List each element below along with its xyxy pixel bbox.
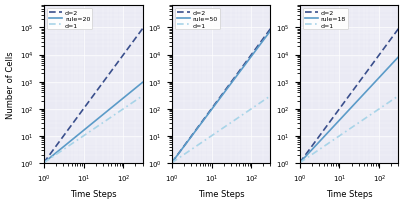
Line: d=1: d=1 [44, 96, 143, 163]
d=2 [268, 28, 273, 31]
X-axis label: Time Steps: Time Steps [326, 190, 372, 198]
rule=50 [213, 104, 218, 106]
rule=50 [246, 59, 251, 62]
rule=18 [365, 89, 370, 92]
d=2 [374, 58, 379, 60]
rule=20 [118, 99, 123, 102]
rule=18 [307, 151, 312, 154]
d=1 [396, 95, 401, 98]
Legend: d=2, rule=20, d=1: d=2, rule=20, d=1 [47, 9, 92, 30]
rule=20 [109, 107, 114, 109]
Legend: d=2, rule=18, d=1: d=2, rule=18, d=1 [303, 9, 348, 30]
d=1 [41, 162, 46, 164]
d=2 [297, 162, 302, 164]
d=1 [341, 132, 345, 135]
rule=18 [396, 56, 401, 59]
Line: d=1: d=1 [172, 96, 271, 163]
X-axis label: Time Steps: Time Steps [198, 190, 244, 198]
rule=18 [297, 162, 302, 164]
rule=20 [120, 98, 125, 100]
d=1 [307, 155, 312, 157]
rule=50 [237, 72, 242, 74]
X-axis label: Time Steps: Time Steps [70, 190, 116, 198]
d=2 [109, 70, 114, 73]
rule=20 [81, 130, 86, 132]
rule=50 [268, 30, 273, 33]
rule=18 [341, 115, 345, 118]
rule=50 [248, 57, 253, 59]
d=2 [179, 148, 184, 151]
Legend: d=2, rule=50, d=1: d=2, rule=50, d=1 [175, 9, 220, 30]
d=2 [41, 162, 46, 164]
Line: d=2: d=2 [300, 30, 398, 163]
d=1 [169, 162, 174, 164]
d=1 [120, 109, 125, 111]
d=1 [297, 162, 302, 164]
rule=50 [169, 162, 174, 164]
d=1 [209, 135, 214, 137]
d=2 [246, 58, 251, 60]
d=2 [169, 162, 174, 164]
d=2 [376, 55, 381, 58]
d=2 [396, 28, 401, 31]
d=2 [248, 55, 253, 58]
d=2 [51, 148, 56, 151]
d=1 [140, 95, 145, 98]
d=1 [248, 109, 253, 111]
d=1 [237, 116, 242, 119]
d=2 [237, 70, 242, 73]
d=2 [81, 108, 86, 110]
rule=18 [374, 80, 379, 82]
d=2 [365, 70, 370, 73]
d=1 [268, 95, 273, 98]
d=1 [365, 116, 370, 119]
d=2 [213, 103, 218, 105]
d=2 [118, 58, 123, 60]
d=1 [179, 155, 184, 157]
d=2 [209, 108, 214, 110]
Y-axis label: Number of Cells: Number of Cells [6, 51, 15, 118]
d=2 [120, 55, 125, 58]
rule=20 [85, 126, 90, 129]
Line: rule=20: rule=20 [44, 83, 143, 163]
d=1 [374, 110, 379, 112]
rule=20 [140, 82, 145, 84]
d=1 [213, 132, 218, 135]
rule=18 [376, 78, 381, 80]
Line: rule=18: rule=18 [300, 58, 398, 163]
d=2 [85, 103, 90, 105]
d=2 [140, 28, 145, 31]
d=1 [376, 109, 381, 111]
rule=20 [51, 154, 56, 156]
Line: d=1: d=1 [300, 96, 398, 163]
Line: d=2: d=2 [44, 30, 143, 163]
rule=18 [337, 119, 342, 122]
d=1 [118, 110, 123, 112]
rule=50 [209, 109, 214, 111]
Line: d=2: d=2 [172, 30, 271, 163]
d=2 [341, 103, 345, 105]
d=1 [246, 110, 251, 112]
d=1 [81, 135, 86, 137]
d=1 [337, 135, 342, 137]
Line: rule=50: rule=50 [172, 32, 271, 163]
d=1 [51, 155, 56, 157]
d=1 [85, 132, 90, 135]
rule=50 [179, 149, 184, 151]
d=2 [307, 148, 312, 151]
d=2 [337, 108, 342, 110]
d=1 [109, 116, 114, 119]
rule=20 [41, 162, 46, 164]
